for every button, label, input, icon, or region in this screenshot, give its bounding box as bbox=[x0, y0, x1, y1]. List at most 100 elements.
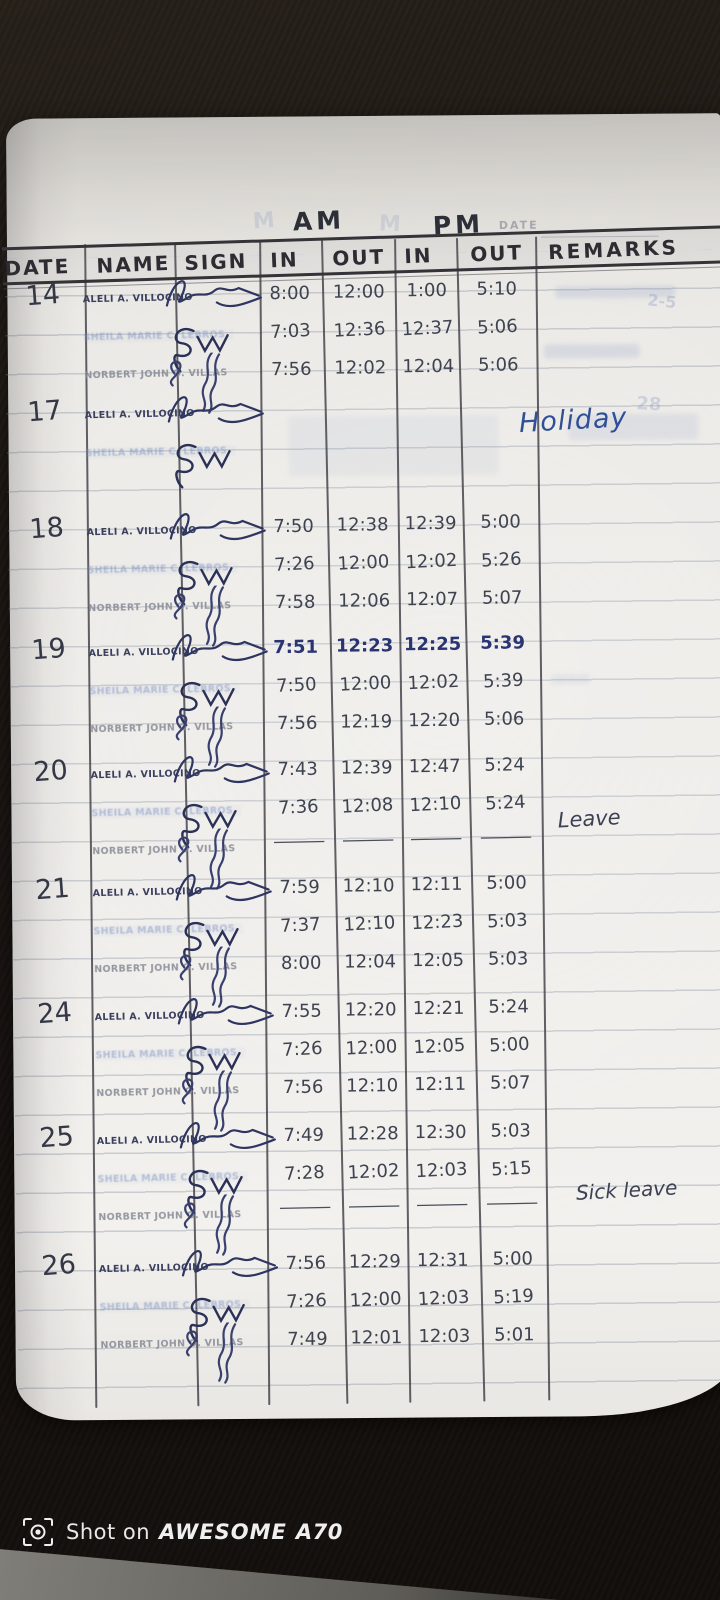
time-cell-in-am: 7:03 bbox=[269, 319, 312, 343]
time-cell-out-pm: 5:00 bbox=[480, 511, 521, 533]
time-cell-out-pm: 5:06 bbox=[483, 708, 525, 730]
employee-name-stamp: SHEILA MARIE C. LEBROS bbox=[85, 445, 236, 460]
time-cell-out-pm: 5:24 bbox=[484, 754, 525, 776]
time-cell-out-am: 12:00 bbox=[336, 551, 390, 575]
time-cell-out-pm: 5:07 bbox=[489, 1072, 531, 1094]
time-cell-out-pm: 5:06 bbox=[477, 354, 519, 376]
time-cell-in-am: 7:50 bbox=[273, 515, 314, 538]
employee-name-stamp: SHEILA MARIE C. LEBROS bbox=[93, 923, 244, 938]
time-cell-out-pm: 5:39 bbox=[482, 669, 525, 693]
employee-name-stamp: NORBERT JOHN O. VILLAS bbox=[90, 721, 234, 736]
date-block: 25 ALELI A. VILLOCINO 7:49 12:28 12:30 5:03 SH… bbox=[22, 1114, 720, 1257]
column-header-in-pm: IN bbox=[403, 243, 433, 269]
time-cell-in-pm: 12:03 bbox=[415, 1158, 468, 1183]
time-cell-in-am: 7:26 bbox=[273, 552, 316, 576]
time-cell-in-am: 7:36 bbox=[277, 795, 320, 819]
time-cell-out-pm: 5:00 bbox=[486, 872, 527, 894]
time-cell-out-am: 12:10 bbox=[342, 912, 396, 936]
time-cell-in-am: 7:56 bbox=[271, 358, 312, 381]
time-cell-in-am: 7:56 bbox=[282, 1076, 324, 1098]
time-cell-out-pm: 5:03 bbox=[487, 948, 529, 970]
time-cell-in-pm bbox=[395, 432, 463, 435]
time-cell-in-pm: 12:25 bbox=[403, 633, 462, 656]
time-cell-in-am: 7:49 bbox=[287, 1328, 328, 1350]
time-cell-out-pm: 5:19 bbox=[492, 1285, 535, 1309]
time-cell-in-am: 7:55 bbox=[281, 1000, 322, 1023]
time-cell-out-pm bbox=[462, 394, 534, 395]
time-cell-in-pm: 12:47 bbox=[408, 755, 461, 778]
time-cell-out-am: 12:01 bbox=[350, 1327, 403, 1349]
employee-name-stamp: ALELI A. VILLOCINO bbox=[94, 1009, 205, 1024]
time-cell-out-am: 12:10 bbox=[346, 1075, 399, 1097]
time-cell-in-am: 8:00 bbox=[280, 952, 322, 975]
employee-name-stamp: SHEILA MARIE C. LEBROS bbox=[97, 1171, 248, 1186]
time-cell-in-pm: 12:39 bbox=[404, 512, 457, 535]
time-cell-in-am: 7:50 bbox=[275, 673, 318, 697]
camera-watermark: Shot on AWESOME A70 bbox=[22, 1516, 343, 1548]
time-cell-out-am: 12:00 bbox=[338, 672, 392, 696]
employee-name-stamp: NORBERT JOHN O. VILLAS bbox=[96, 1085, 240, 1100]
time-cell-in-am: 7:37 bbox=[279, 913, 322, 937]
employee-name-stamp: SHEILA MARIE C. LEBROS bbox=[95, 1047, 246, 1062]
time-cell-in-am: 7:59 bbox=[279, 876, 320, 899]
time-cell-out-pm: 5:06 bbox=[476, 315, 519, 339]
employee-name-stamp: NORBERT JOHN O. VILLAS bbox=[84, 367, 228, 382]
time-cell-in-am: 7:56 bbox=[276, 712, 318, 735]
watermark-brand: AWESOME bbox=[159, 1520, 287, 1544]
column-header-out-pm: OUT bbox=[469, 240, 524, 267]
time-cell-in-am: 7:51 bbox=[273, 636, 319, 659]
remark-note: Holiday bbox=[518, 402, 629, 440]
time-cell-in-am: 7:56 bbox=[285, 1252, 327, 1274]
time-cell-out-am: 12:36 bbox=[333, 318, 386, 342]
time-cell-out-pm: 5:26 bbox=[480, 548, 523, 572]
time-cell-in-pm: 12:07 bbox=[406, 588, 459, 611]
employee-name-stamp: ALELI A. VILLOCINO bbox=[88, 645, 199, 660]
watermark-prefix: Shot on bbox=[66, 1520, 151, 1544]
time-cell-out-pm: 5:10 bbox=[476, 278, 517, 300]
column-header-date: DATE bbox=[4, 254, 71, 281]
time-cell-out-pm: 5:07 bbox=[481, 587, 523, 609]
time-cell-out-am: 12:02 bbox=[347, 1160, 400, 1184]
employee-name-stamp: ALELI A. VILLOCINO bbox=[86, 524, 197, 539]
signature bbox=[174, 443, 232, 489]
date-block: 26 ALELI A. VILLOCINO 7:56 12:29 12:31 5:00 SH… bbox=[25, 1242, 720, 1385]
time-cell-out-am: 12:20 bbox=[344, 999, 397, 1021]
remark-note: Leave bbox=[557, 805, 622, 833]
employee-name-stamp: ALELI A. VILLOCINO bbox=[84, 407, 195, 422]
time-cell-in-pm: 12:02 bbox=[404, 549, 458, 574]
time-cell-out-pm: 5:39 bbox=[480, 632, 526, 654]
time-cell-out-am: 12:38 bbox=[336, 514, 389, 536]
time-cell-in-am: 8:00 bbox=[269, 282, 311, 305]
time-cell-out-pm: 5:01 bbox=[494, 1324, 535, 1346]
date-block: 18 ALELI A. VILLOCINO 7:50 12:38 12:39 5:00 SH… bbox=[12, 505, 720, 648]
time-cell-out-am: 12:08 bbox=[340, 794, 394, 818]
employee-name-stamp: ALELI A. VILLOCINO bbox=[96, 1133, 207, 1148]
column-header-out-am: OUT bbox=[331, 244, 386, 271]
employee-name-stamp: ALELI A. VILLOCINO bbox=[82, 292, 193, 306]
attendance-table: DATE NAME SIGN IN OUT IN OUT REMARKS 14 A… bbox=[1, 109, 720, 1423]
time-cell-out-pm: 5:00 bbox=[492, 1248, 534, 1270]
time-cell-in-am: 7:26 bbox=[281, 1037, 324, 1061]
employee-name-stamp: ALELI A. VILLOCINO bbox=[92, 885, 203, 900]
time-cell-out-pm: 5:15 bbox=[490, 1157, 533, 1181]
time-cell-out-am: 12:10 bbox=[342, 875, 395, 897]
time-cell-in-pm: 12:21 bbox=[412, 997, 465, 1020]
time-cell-in-am: 7:49 bbox=[283, 1124, 324, 1146]
time-cell-out-am: 12:39 bbox=[340, 757, 393, 779]
time-cell-out-am: 12:23 bbox=[335, 635, 394, 657]
employee-name-stamp: SHEILA MARIE C. LEBROS bbox=[89, 683, 240, 698]
time-cell-out-pm: 5:03 bbox=[486, 909, 529, 933]
time-cell-in-pm: 12:04 bbox=[402, 355, 455, 378]
date-block: 17 ALELI A. VILLOCINO SHEILA MARIE C. LEBR… bbox=[10, 388, 720, 523]
time-cell-in-am: 7:28 bbox=[283, 1161, 326, 1185]
date-block: 19 ALELI A. VILLOCINO 7:51 12:23 12:25 5:39 SH… bbox=[14, 626, 720, 769]
time-cell-out-am: 12:04 bbox=[344, 951, 397, 973]
time-cell-in-pm: 12:05 bbox=[412, 949, 465, 972]
time-cell-out-am: 12:29 bbox=[348, 1251, 401, 1273]
employee-name-stamp: NORBERT JOHN O. VILLAS bbox=[100, 1337, 244, 1352]
employee-name-stamp: SHEILA MARIE C. LEBROS bbox=[99, 1299, 250, 1314]
time-cell-in-am: 7:43 bbox=[277, 758, 318, 781]
employee-name-stamp: NORBERT JOHN O. VILLAS bbox=[88, 600, 232, 615]
column-header-sign: SIGN bbox=[183, 248, 248, 276]
